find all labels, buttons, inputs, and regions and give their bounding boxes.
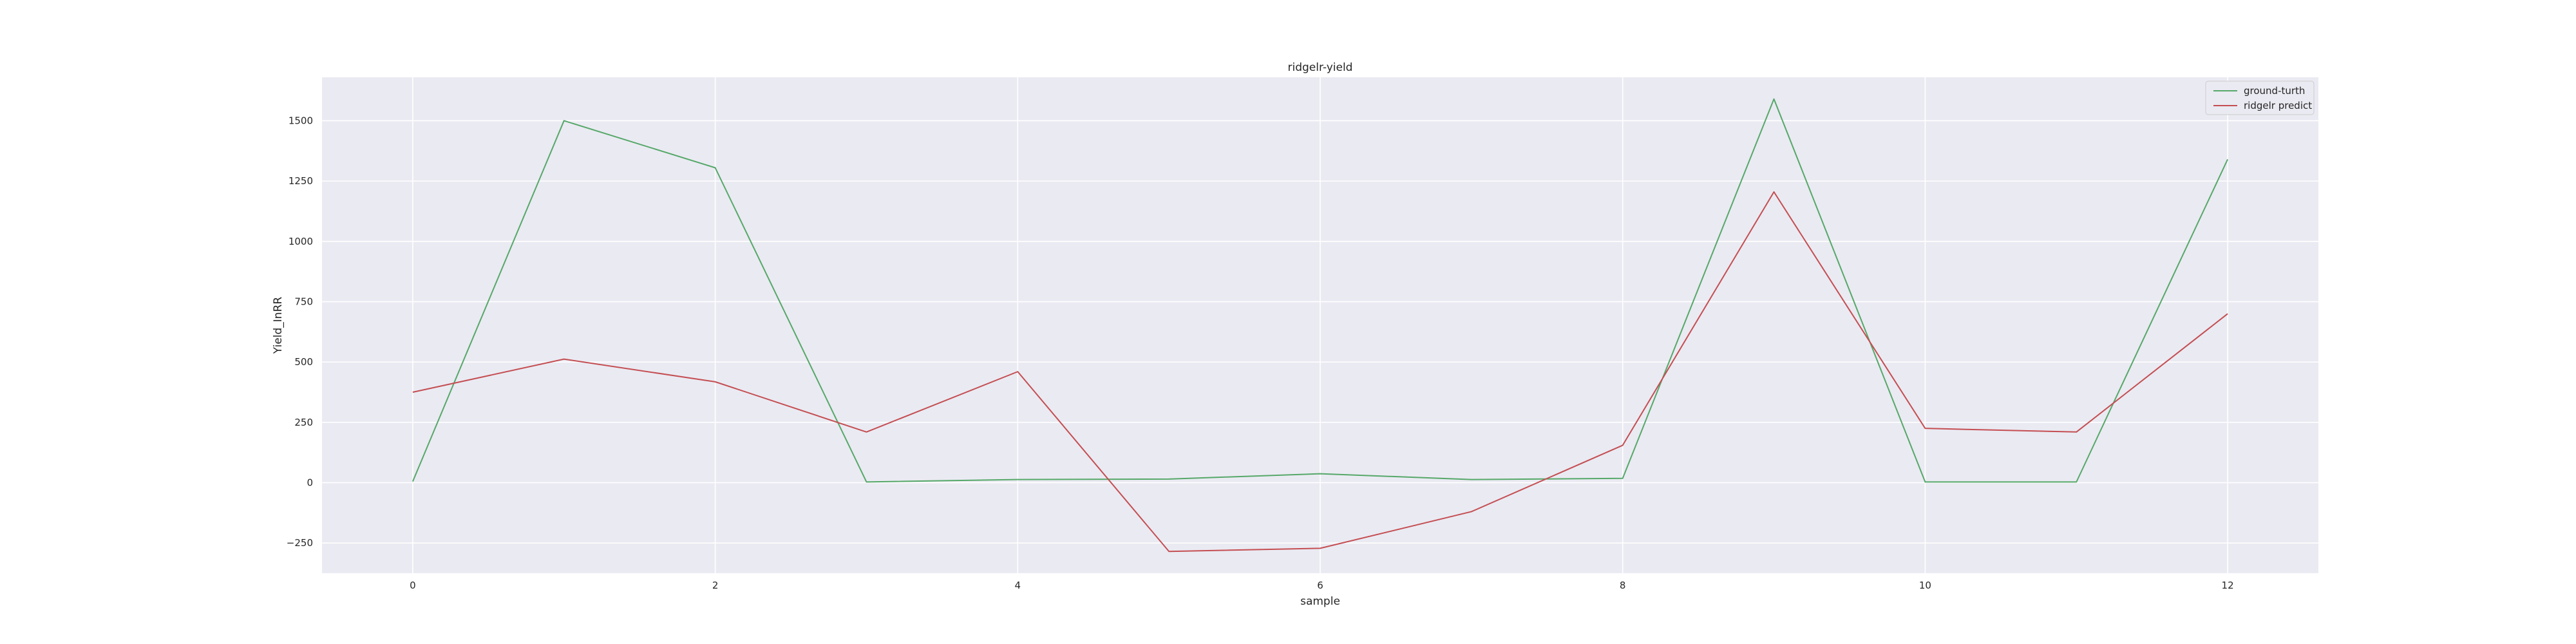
series-line-ridgelr-predict bbox=[412, 191, 2228, 553]
x-tick-label: 12 bbox=[2222, 580, 2234, 591]
series-group bbox=[412, 98, 2228, 553]
y-tick-label: 1000 bbox=[289, 236, 313, 247]
x-tick-label: 0 bbox=[410, 580, 416, 591]
x-tick-label: 4 bbox=[1015, 580, 1021, 591]
x-tick-label: 10 bbox=[1919, 580, 1931, 591]
y-tick-label: 1500 bbox=[289, 115, 313, 126]
y-tick-label: 500 bbox=[294, 356, 313, 368]
y-axis-label: Yield_InRR bbox=[272, 297, 285, 355]
y-tick-label: 1250 bbox=[289, 175, 313, 187]
grid bbox=[322, 77, 2318, 573]
tick-labels: 0 2 4 6 8 10 12 −250 0 250 500 750 1000 1250 1500 bbox=[287, 115, 2234, 591]
legend-label-ridgelr-predict: ridgelr predict bbox=[2244, 100, 2312, 111]
y-tick-label: 0 bbox=[307, 477, 313, 488]
series-line-ground-turth bbox=[412, 98, 2228, 483]
y-tick-label: −250 bbox=[287, 537, 313, 549]
x-tick-label: 6 bbox=[1317, 580, 1323, 591]
y-tick-label: 750 bbox=[294, 296, 313, 307]
legend: ground-turth ridgelr predict bbox=[2205, 80, 2315, 115]
chart-title: ridgelr-yield bbox=[1288, 61, 1353, 74]
x-tick-label: 2 bbox=[712, 580, 719, 591]
y-tick-label: 250 bbox=[294, 417, 313, 428]
x-tick-label: 8 bbox=[1620, 580, 1626, 591]
legend-label-ground-turth: ground-turth bbox=[2244, 85, 2305, 97]
x-axis-label: sample bbox=[1300, 595, 1340, 608]
